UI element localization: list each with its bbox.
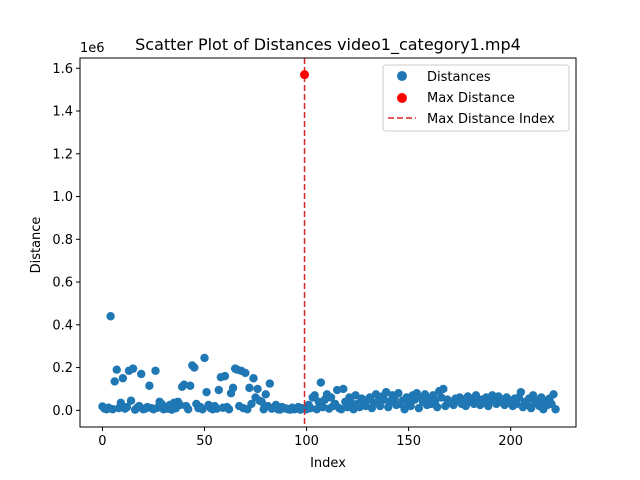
distance-point: [126, 396, 136, 405]
distance-point: [375, 401, 385, 411]
legend-label-max-distance-index: Max Distance Index: [427, 112, 555, 127]
distance-point: [228, 383, 238, 393]
distance-point: [549, 390, 558, 399]
max-distance-point: [300, 70, 310, 80]
distance-point: [316, 378, 326, 387]
legend-marker-distances: [397, 71, 407, 81]
distance-point: [214, 385, 223, 395]
distance-point: [122, 402, 132, 412]
distance-point: [247, 399, 256, 409]
chart-title: Scatter Plot of Distances video1_categor…: [135, 35, 521, 55]
distance-point: [406, 401, 415, 411]
legend-label-distances: Distances: [427, 70, 491, 85]
y-tick-label: 0.4: [52, 318, 73, 333]
distance-point: [439, 384, 448, 394]
x-tick-label: 50: [196, 434, 213, 449]
y-tick-label: 1.0: [52, 190, 73, 205]
distance-point: [551, 405, 560, 414]
distance-point: [433, 402, 442, 412]
distance-point: [241, 368, 250, 378]
distance-point: [186, 381, 195, 390]
plot-frame: [79, 57, 577, 428]
distance-point: [414, 403, 424, 413]
distance-point: [151, 366, 160, 375]
y-tick-label: 0.0: [52, 404, 73, 419]
x-tick-label: 0: [98, 434, 106, 449]
distance-point: [212, 404, 221, 413]
y-axis-label: Distance: [29, 217, 44, 274]
x-axis-label: Index: [310, 456, 346, 471]
max-distance-point-group: [300, 70, 310, 80]
distance-point: [224, 405, 234, 414]
y-tick-label: 1.2: [52, 147, 73, 162]
distance-point: [112, 365, 121, 374]
y-axis-offset-label: 1e6: [80, 41, 105, 56]
distance-point: [106, 312, 115, 321]
distance-point: [202, 387, 211, 397]
distance-point: [261, 390, 270, 399]
distance-point: [128, 364, 138, 373]
distance-point: [137, 369, 146, 379]
distance-point: [394, 389, 403, 398]
legend: Distances Max Distance Max Distance Inde…: [382, 64, 570, 132]
distance-point: [245, 383, 254, 393]
y-tick-label: 0.2: [52, 361, 73, 376]
legend-marker-max-distance: [397, 93, 407, 103]
distance-point: [183, 405, 193, 414]
distance-point: [257, 397, 266, 406]
x-tick-label: 150: [396, 434, 421, 449]
distance-point: [200, 353, 209, 363]
distance-point: [310, 391, 319, 400]
distance-point: [339, 384, 348, 394]
distance-point: [145, 381, 154, 390]
legend-label-max-distance: Max Distance: [427, 91, 515, 106]
y-axis-ticks: 0.0 0.2 0.4 0.6 0.8 1.0 1.2 1.4 1.6: [52, 62, 80, 419]
distance-point: [253, 384, 262, 394]
y-tick-label: 1.6: [52, 62, 73, 77]
distance-point: [198, 405, 207, 414]
legend-box: [382, 64, 570, 132]
x-axis-ticks: 0 50 100 150 200: [98, 427, 523, 449]
distance-points: [98, 312, 560, 414]
distance-point: [118, 374, 128, 383]
y-tick-label: 0.6: [52, 276, 73, 291]
distance-point: [326, 393, 336, 402]
distance-point: [249, 374, 258, 383]
distance-point: [220, 371, 230, 381]
y-tick-label: 0.8: [52, 233, 73, 248]
distance-point: [190, 363, 199, 372]
y-tick-label: 1.4: [52, 105, 73, 120]
distance-point: [265, 379, 275, 388]
x-tick-label: 200: [498, 434, 523, 449]
distance-point: [110, 377, 119, 386]
x-tick-label: 100: [294, 434, 319, 449]
distance-point: [516, 387, 526, 397]
